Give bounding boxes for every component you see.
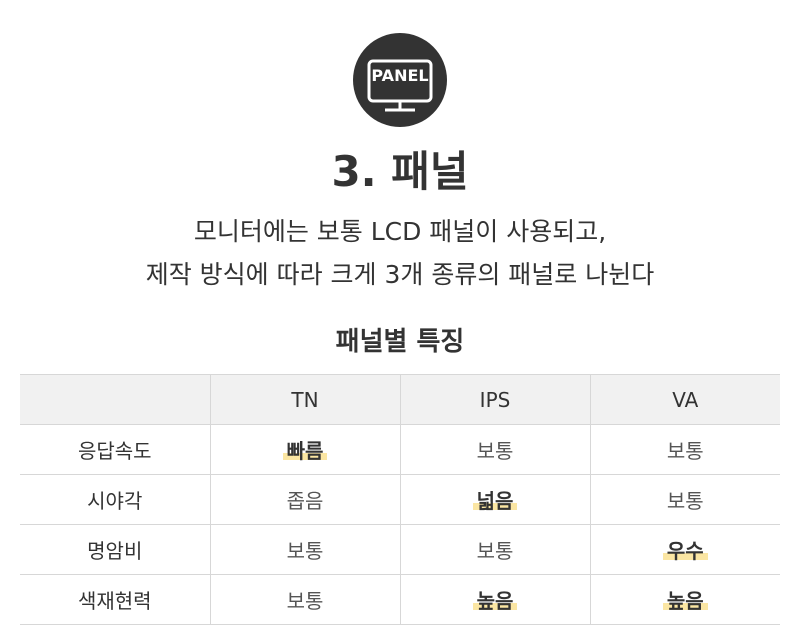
table-cell: 보통: [209, 574, 401, 625]
table-row: 응답속도 빠름 보통 보통: [20, 424, 780, 475]
header-cell-ips: IPS: [399, 374, 591, 425]
table-cell: 보통: [399, 424, 591, 475]
table-cell: 빠름: [209, 424, 401, 475]
section-description: 모니터에는 보통 LCD 패널이 사용되고, 제작 방식에 따라 크게 3개 종…: [0, 210, 800, 296]
cell-value: 높음: [662, 589, 708, 613]
description-line: 모니터에는 보통 LCD 패널이 사용되고,: [193, 217, 607, 246]
table-title: 패널별 특징: [335, 327, 465, 357]
cell-value: 높음: [472, 589, 518, 613]
cell-value: 보통: [476, 539, 514, 563]
table-row: 명암비 보통 보통 우수: [20, 524, 780, 575]
table-cell: 넓음: [399, 474, 591, 525]
header-cell-tn: TN: [209, 374, 401, 425]
cell-value: 보통: [666, 439, 704, 463]
table-cell: 우수: [589, 524, 780, 575]
monitor-icon: [367, 59, 433, 112]
table-cell: 보통: [399, 524, 591, 575]
panel-comparison-table: TN IPS VA 응답속도 빠름 보통 보통 시야각 좁음 넓음 보통 명암비…: [20, 374, 780, 625]
header-cell-empty: [20, 374, 211, 425]
cell-value: 보통: [476, 439, 514, 463]
table-cell: 보통: [589, 424, 780, 475]
cell-value: 넓음: [472, 489, 518, 513]
table-header-row: TN IPS VA: [20, 374, 780, 425]
section-title: 3. 패널: [331, 147, 469, 196]
table-cell: 높음: [589, 574, 780, 625]
table-cell: 보통: [589, 474, 780, 525]
panel-badge: PANEL: [353, 33, 447, 127]
cell-value: 보통: [286, 539, 324, 563]
description-line: 제작 방식에 따라 크게 3개 종류의 패널로 나뉜다: [145, 260, 655, 289]
table-cell: 보통: [209, 524, 401, 575]
header-cell-va: VA: [589, 374, 780, 425]
cell-value: 빠름: [282, 439, 328, 463]
row-label: 색재현력: [20, 574, 211, 625]
row-label: 응답속도: [20, 424, 211, 475]
table-row: 시야각 좁음 넓음 보통: [20, 474, 780, 525]
cell-value: 보통: [666, 489, 704, 513]
table-cell: 높음: [399, 574, 591, 625]
table-row: 색재현력 보통 높음 높음: [20, 574, 780, 625]
row-label: 시야각: [20, 474, 211, 525]
row-label: 명암비: [20, 524, 211, 575]
badge-label: PANEL: [371, 66, 429, 85]
cell-value: 보통: [286, 589, 324, 613]
cell-value: 좁음: [286, 489, 324, 513]
cell-value: 우수: [662, 539, 708, 563]
table-cell: 좁음: [209, 474, 401, 525]
